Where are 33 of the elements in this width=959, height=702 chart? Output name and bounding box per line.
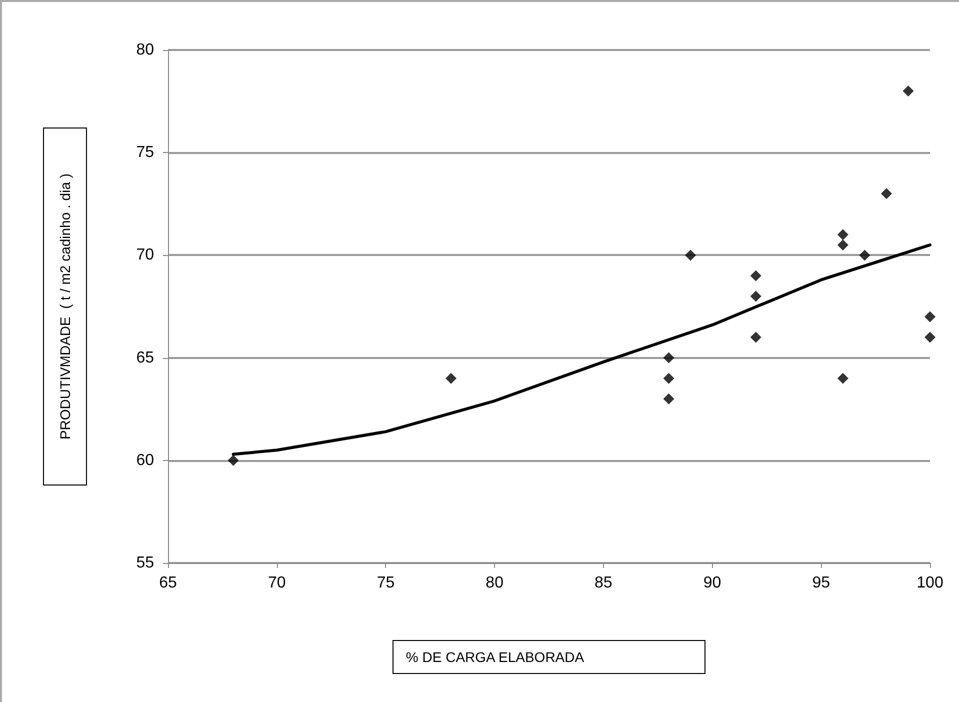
point [750,332,762,343]
point [837,372,848,384]
x-tick-label: 85 [594,574,612,592]
point [924,311,936,322]
point [837,239,848,250]
point [859,250,870,261]
x-tick-label: 90 [703,574,722,592]
point [446,372,457,384]
point [750,270,762,282]
y-tick-label: 60 [136,452,154,469]
y-tick-label: 70 [136,246,154,264]
y-tick-label: 65 [136,349,154,366]
point [750,290,762,302]
point [902,86,914,97]
y-tick-label: 75 [136,144,154,162]
x-axis-title: % DE CARGA ELABORADA [406,649,585,665]
y-tick-label: 80 [136,42,154,58]
point [663,352,674,364]
point [924,332,936,343]
point [228,454,239,466]
point [880,188,892,200]
point [663,393,674,404]
x-tick-label: 95 [812,574,830,592]
x-tick-label: 100 [916,574,944,592]
x-tick-label: 75 [376,574,395,592]
point [685,250,696,261]
y-tick-label: 55 [136,554,154,572]
x-tick-label: 65 [159,574,177,592]
x-tick-label: 70 [268,574,286,592]
y-axis-title: PRODUTIVMDADE ( t / m2 cadinho . dia ) [57,173,73,440]
point [837,229,848,240]
x-tick-label: 80 [486,574,504,592]
point [663,372,674,384]
